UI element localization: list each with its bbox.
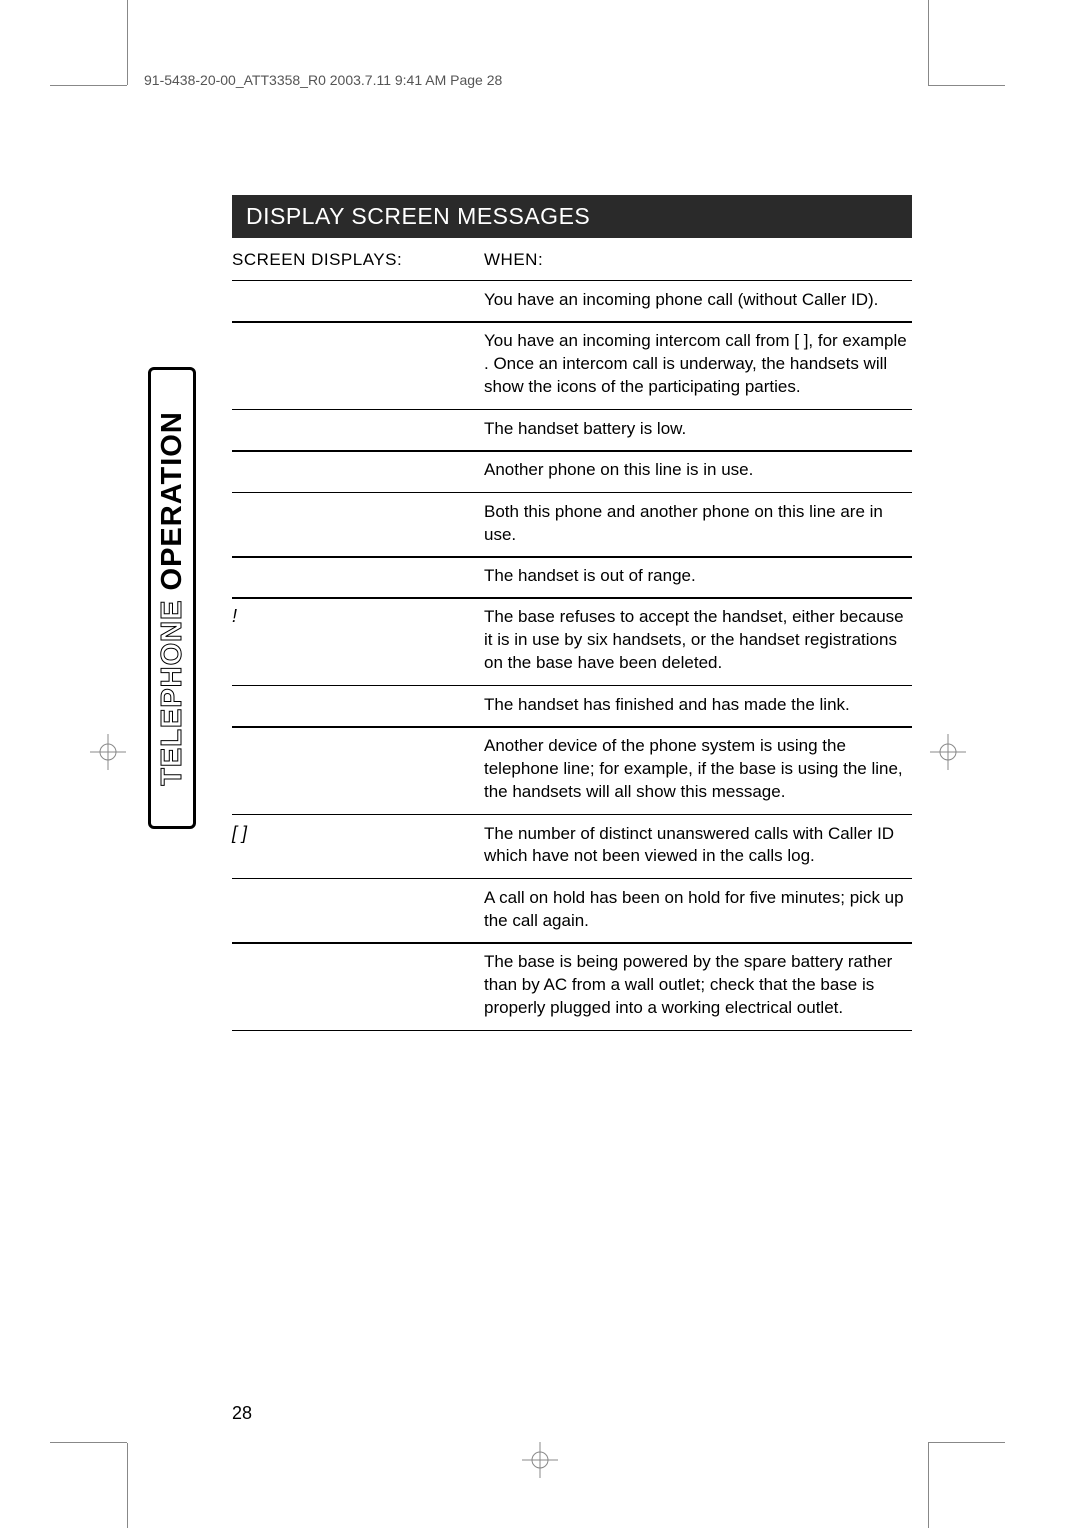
- table-row: You have an incoming phone call (without…: [232, 280, 912, 323]
- table-header-right: WHEN:: [484, 250, 912, 270]
- table-cell-left: [232, 951, 484, 1020]
- side-tab-label: TELEPHONE OPERATION: [156, 411, 189, 786]
- side-tab-outline: TELEPHONE: [156, 599, 188, 785]
- table-row: [ ]The number of distinct unanswered cal…: [232, 814, 912, 880]
- crop-mark: [928, 0, 929, 85]
- registration-mark: [930, 734, 966, 770]
- table-cell-left: [ ]: [232, 823, 484, 869]
- table-cell-left: [232, 565, 484, 588]
- table-cell-left: [232, 459, 484, 482]
- crop-mark: [50, 85, 127, 86]
- table-body: You have an incoming phone call (without…: [232, 280, 912, 1031]
- table-row: !The base refuses to accept the handset,…: [232, 597, 912, 686]
- table-cell-left: [232, 330, 484, 399]
- page-content: DISPLAY SCREEN MESSAGES SCREEN DISPLAYS:…: [232, 195, 912, 1030]
- print-header-slug: 91-5438-20-00_ATT3358_R0 2003.7.11 9:41 …: [144, 72, 502, 88]
- table-row: The base is being powered by the spare b…: [232, 942, 912, 1031]
- table-cell-right: Both this phone and another phone on thi…: [484, 501, 912, 547]
- crop-mark: [127, 1443, 128, 1528]
- table-cell-right: The base is being powered by the spare b…: [484, 951, 912, 1020]
- crop-mark: [928, 85, 1005, 86]
- table-row: The handset is out of range.: [232, 556, 912, 599]
- table-cell-right: The handset is out of range.: [484, 565, 912, 588]
- table-row: Another phone on this line is in use.: [232, 450, 912, 493]
- table-cell-left: [232, 289, 484, 312]
- table-cell-right: A call on hold has been on hold for five…: [484, 887, 912, 933]
- crop-mark: [928, 1442, 1005, 1443]
- table-cell-right: The base refuses to accept the handset, …: [484, 606, 912, 675]
- table-cell-left: [232, 735, 484, 804]
- table-row: You have an incoming intercom call from …: [232, 321, 912, 410]
- table-cell-right: The number of distinct unanswered calls …: [484, 823, 912, 869]
- table-cell-left: [232, 887, 484, 933]
- table-header-left: SCREEN DISPLAYS:: [232, 250, 484, 270]
- side-tab: TELEPHONE OPERATION: [148, 367, 196, 829]
- crop-mark: [928, 1443, 929, 1528]
- table-cell-left: [232, 501, 484, 547]
- table-cell-right: You have an incoming phone call (without…: [484, 289, 912, 312]
- table-cell-left: [232, 418, 484, 441]
- crop-mark: [127, 0, 128, 85]
- table-cell-left: !: [232, 606, 484, 675]
- table-cell-right: You have an incoming intercom call from …: [484, 330, 912, 399]
- table-cell-right: Another phone on this line is in use.: [484, 459, 912, 482]
- table-row: A call on hold has been on hold for five…: [232, 878, 912, 944]
- crop-mark: [50, 1442, 127, 1443]
- table-row: Another device of the phone system is us…: [232, 726, 912, 815]
- section-title: DISPLAY SCREEN MESSAGES: [232, 195, 912, 238]
- registration-mark: [90, 734, 126, 770]
- table-row: The handset has finished and has made th…: [232, 685, 912, 728]
- table-row: The handset battery is low.: [232, 409, 912, 452]
- side-tab-solid: OPERATION: [156, 411, 188, 590]
- registration-mark: [522, 1442, 558, 1478]
- table-cell-right: Another device of the phone system is us…: [484, 735, 912, 804]
- table-row: Both this phone and another phone on thi…: [232, 492, 912, 558]
- table-cell-right: The handset has finished and has made th…: [484, 694, 912, 717]
- table-header: SCREEN DISPLAYS: WHEN:: [232, 238, 912, 280]
- page-number: 28: [232, 1403, 252, 1424]
- table-cell-left: [232, 694, 484, 717]
- table-cell-right: The handset battery is low.: [484, 418, 912, 441]
